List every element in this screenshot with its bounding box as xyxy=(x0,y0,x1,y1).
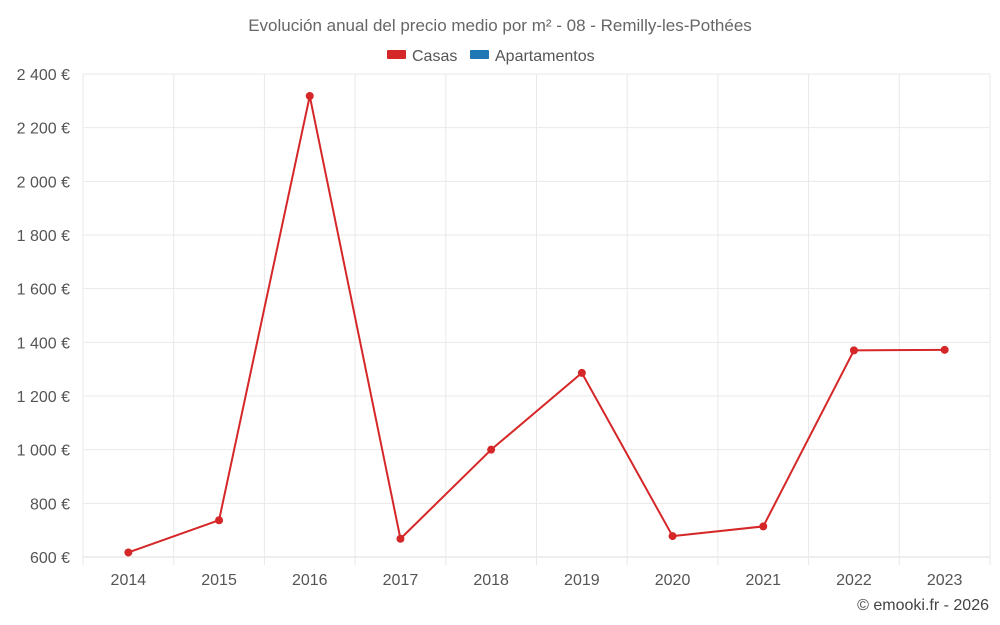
x-tick-label: 2015 xyxy=(201,572,237,589)
y-tick-label: 1 400 € xyxy=(17,335,70,352)
y-tick-label: 1 000 € xyxy=(17,443,70,460)
y-tick-label: 2 000 € xyxy=(17,174,70,191)
chart-credit: © emooki.fr - 2026 xyxy=(857,597,989,614)
data-point[interactable] xyxy=(215,516,224,525)
x-tick-label: 2023 xyxy=(927,572,963,589)
y-tick-label: 600 € xyxy=(30,550,70,567)
y-tick-label: 2 200 € xyxy=(17,121,70,138)
y-tick-label: 2 400 € xyxy=(17,67,70,84)
legend-label-apartamentos[interactable]: Apartamentos xyxy=(495,48,595,65)
legend-swatch-apartamentos xyxy=(470,50,489,59)
data-point[interactable] xyxy=(849,346,858,355)
series-line-casas xyxy=(128,95,945,554)
data-point[interactable] xyxy=(396,534,405,543)
y-tick-label: 1 800 € xyxy=(17,228,70,245)
x-tick-label: 2017 xyxy=(383,572,419,589)
chart-grid xyxy=(82,73,991,565)
x-axis: 2014 2015 2016 2017 2018 2019 2020 2021 2022 2023 xyxy=(111,572,963,589)
data-point[interactable] xyxy=(940,345,949,354)
data-point[interactable] xyxy=(305,92,314,101)
x-tick-label: 2014 xyxy=(111,572,147,589)
x-tick-label: 2020 xyxy=(655,572,691,589)
x-tick-label: 2016 xyxy=(292,572,328,589)
x-tick-label: 2022 xyxy=(836,572,872,589)
x-tick-label: 2018 xyxy=(473,572,509,589)
chart-title: Evolución anual del precio medio por m² … xyxy=(248,16,752,35)
data-point[interactable] xyxy=(668,532,677,541)
y-tick-label: 800 € xyxy=(30,496,70,513)
y-tick-label: 1 200 € xyxy=(17,389,70,406)
chart-legend: Casas Apartamentos xyxy=(387,48,595,65)
data-point[interactable] xyxy=(487,445,496,454)
legend-swatch-casas xyxy=(387,50,406,59)
x-tick-label: 2021 xyxy=(745,572,781,589)
data-point[interactable] xyxy=(577,368,586,377)
x-tick-label: 2019 xyxy=(564,572,600,589)
legend-label-casas[interactable]: Casas xyxy=(412,48,457,65)
y-tick-label: 1 600 € xyxy=(17,282,70,299)
y-axis: 600 € 800 € 1 000 € 1 200 € 1 400 € 1 600 € 1 … xyxy=(17,67,70,567)
data-point[interactable] xyxy=(124,548,133,557)
chart-series xyxy=(124,92,949,557)
data-point[interactable] xyxy=(759,522,768,531)
